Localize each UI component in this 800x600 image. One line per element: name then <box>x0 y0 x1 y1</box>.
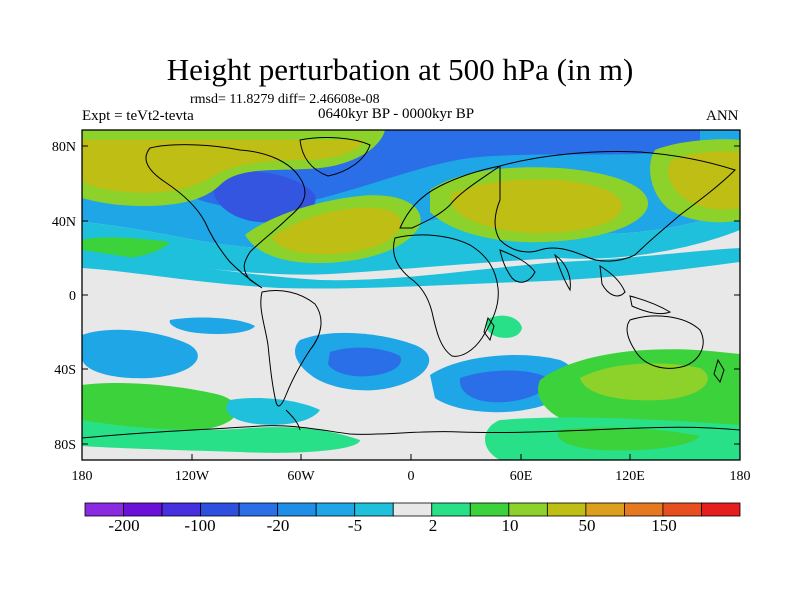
eurasia-olive-high <box>450 179 623 234</box>
colorbar <box>84 502 741 517</box>
east-antarctic-lime <box>558 427 700 451</box>
coast-arabia-india <box>499 249 571 292</box>
colorbar-swatch <box>161 502 201 517</box>
coast-antarctica <box>82 425 740 439</box>
coast-africa <box>393 234 499 357</box>
lon-label: 0 <box>408 469 415 484</box>
colorbar-swatch <box>701 502 741 517</box>
coast-se-asia <box>599 265 672 315</box>
south-indian-deep <box>459 370 549 403</box>
colorbar-label: -5 <box>348 516 362 535</box>
colorbar-swatch <box>277 502 317 517</box>
lat-label: 80N <box>52 140 76 155</box>
tick-marks <box>81 145 741 460</box>
colorbar-swatch <box>546 502 587 517</box>
coastlines <box>82 137 740 439</box>
colorbar-swatch <box>662 502 702 517</box>
coast-greenland <box>299 137 371 177</box>
colorbar-swatch <box>238 502 279 517</box>
contour-field <box>82 130 740 460</box>
colorbar-label: -200 <box>108 516 139 535</box>
season-label: ANN <box>706 108 739 124</box>
lon-label: 120W <box>175 469 210 484</box>
nw-blue-core <box>212 171 316 223</box>
coast-antarctic-peninsula <box>285 409 301 431</box>
lon-label: 180 <box>730 469 751 484</box>
colorbar-swatch <box>315 502 356 517</box>
south-pacific-blue-b <box>169 317 255 334</box>
lon-label: 60W <box>287 469 315 484</box>
colorbar-labels: -200 -100 -20 -5 2 10 50 150 <box>108 516 676 535</box>
lat-label: 80S <box>54 438 76 453</box>
latitude-labels: 80N 40N 0 40S 80S <box>52 140 76 453</box>
colorbar-swatch <box>84 502 124 517</box>
colorbar-label: 150 <box>651 516 677 535</box>
coast-new-zealand <box>713 358 725 384</box>
south-pacific-green <box>82 383 238 432</box>
coast-madagascar <box>483 316 495 342</box>
coast-north-america <box>145 144 306 289</box>
colorbar-swatch <box>469 502 510 517</box>
lat-label: 40N <box>52 215 76 230</box>
colorbar-swatch <box>392 502 433 517</box>
colorbar-label: 2 <box>429 516 438 535</box>
stats-label: rmsd= 11.8279 diff= 2.46608e-08 <box>190 92 380 107</box>
lat-label: 40S <box>54 363 76 378</box>
page-title: Height perturbation at 500 hPa (in m) <box>166 52 634 87</box>
colorbar-swatch <box>431 502 471 517</box>
colorbar-swatch <box>508 502 548 517</box>
south-atlantic-deep <box>328 347 401 377</box>
colorbar-label: -20 <box>267 516 290 535</box>
experiment-label: Expt = teVt2-tevta <box>82 108 194 124</box>
coast-south-america <box>260 290 322 407</box>
lon-label: 120E <box>615 469 645 484</box>
atlantic-olive-high <box>272 207 401 255</box>
coast-asia <box>494 151 736 262</box>
colorbar-label: 10 <box>502 516 519 535</box>
antarctic-green <box>82 420 360 453</box>
lon-label: 180 <box>72 469 93 484</box>
south-pacific-blue-a <box>82 329 198 379</box>
southern-ocean-lime <box>580 363 708 401</box>
period-label: 0640kyr BP - 0000kyr BP <box>318 106 475 122</box>
colorbar-swatch <box>624 502 664 517</box>
colorbar-label: -100 <box>184 516 215 535</box>
lon-label: 60E <box>510 469 533 484</box>
longitude-labels: 180 120W 60W 0 60E 120E 180 <box>72 469 751 484</box>
arctic-olive-high <box>82 140 365 193</box>
colorbar-swatch <box>200 502 240 517</box>
colorbar-swatch <box>354 502 394 517</box>
colorbar-swatch <box>585 502 625 517</box>
tropical-cyan-band <box>82 248 740 289</box>
antarctic-cyan <box>226 398 320 425</box>
colorbar-swatch <box>123 502 163 517</box>
lat-label: 0 <box>69 289 76 304</box>
colorbar-label: 50 <box>579 516 596 535</box>
sw-indian-green <box>486 315 522 338</box>
coast-australia <box>626 315 704 369</box>
